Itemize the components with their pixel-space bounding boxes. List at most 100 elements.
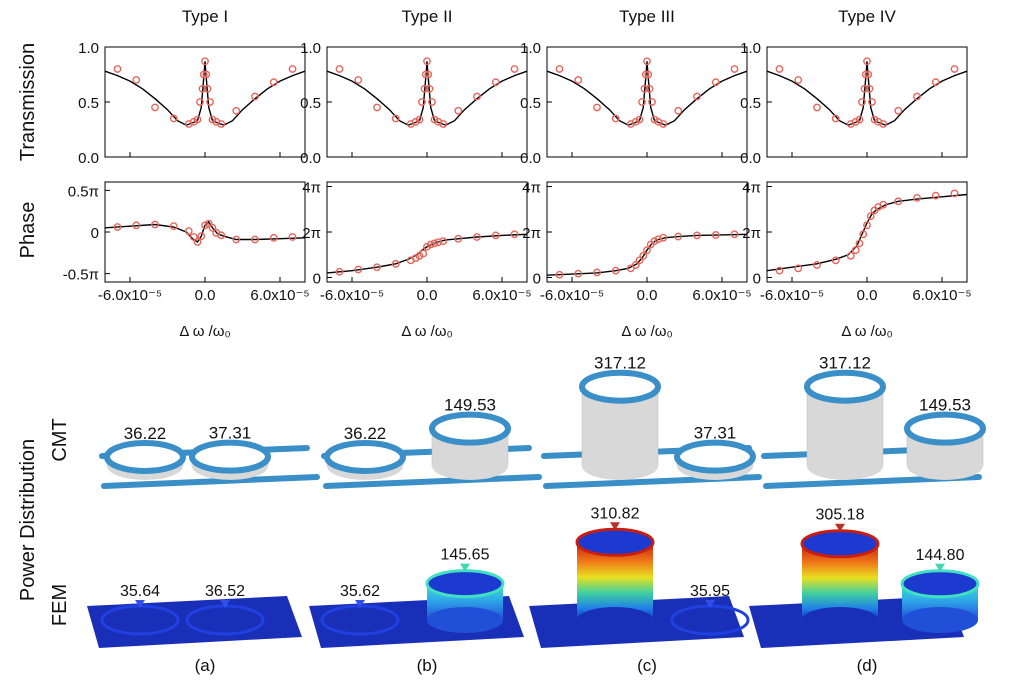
phase-data-point <box>851 246 860 255</box>
transmission-data-point <box>879 120 888 128</box>
phase-data-point <box>491 231 500 240</box>
phase-data-point <box>863 221 871 230</box>
phase-data-point <box>866 212 875 220</box>
cmt-value: 149.53 <box>444 396 496 415</box>
transmission-data-point <box>232 106 241 115</box>
panel-title: Type I <box>182 7 228 26</box>
panel-title: Type IV <box>838 7 896 26</box>
phase-data-point <box>132 221 141 230</box>
phase-ytick-label: 0 <box>753 270 761 287</box>
phase-data-point <box>208 223 217 232</box>
transmission-data-point <box>454 106 463 115</box>
cmt-value: 37.31 <box>209 424 252 443</box>
phase-data-point <box>730 230 739 239</box>
transmission-data-point <box>206 98 214 106</box>
transmission-data-point <box>863 57 871 66</box>
transmission-data-point <box>288 65 297 73</box>
transmission-data-point <box>950 65 959 73</box>
cmt-ring <box>429 411 511 446</box>
cmt-ring <box>904 411 986 446</box>
transmission-data-point <box>193 115 202 124</box>
phase-data-point <box>454 234 463 243</box>
phase-data-point <box>373 263 381 272</box>
transmission-data-point <box>775 65 784 73</box>
transmission-data-point <box>169 114 178 123</box>
phase-xtick-label: 0.0 <box>195 287 216 304</box>
phase-data-point <box>426 240 435 249</box>
phase-data-point <box>354 265 363 274</box>
waveguide-lower <box>101 474 320 489</box>
phase-data-point <box>913 194 921 202</box>
transmission-fit-line <box>104 61 306 126</box>
phase-data-point <box>879 200 888 209</box>
transmission-data-point <box>199 70 208 79</box>
phase-fit-line <box>766 193 968 272</box>
phase-data-point <box>711 231 720 239</box>
phase-data-point <box>419 249 428 258</box>
phase-data-point <box>193 238 202 246</box>
phase-ytick-label: 4π <box>522 180 541 197</box>
transmission-data-point <box>428 98 436 106</box>
transmission-data-point <box>473 92 481 101</box>
phase-data-point <box>643 246 651 255</box>
power-panel-3: 317.12 37.31 310.82 35.95 (c) <box>529 354 762 675</box>
phase-data-point <box>855 239 864 248</box>
transmission-data-point <box>860 84 869 93</box>
fem-marker <box>135 600 145 608</box>
phase-data-point <box>831 256 840 265</box>
transmission-data-point <box>693 92 701 101</box>
panel-d: Type IV 0.0 0.5 1.0 4π 2π 0-6.0x10⁻⁵ 0.0 6.0x10⁻… <box>740 7 971 340</box>
transmission-data-point <box>198 84 207 93</box>
phase-data-point <box>693 231 701 240</box>
cmt-ring <box>579 369 661 404</box>
transmission-ytick-label: 1.0 <box>78 40 99 57</box>
power-distribution-label: Power Distribution <box>17 439 39 601</box>
phase-data-point <box>859 230 868 239</box>
phase-data-point <box>201 221 209 230</box>
phase-data-point <box>335 267 344 276</box>
transmission-data-point <box>711 78 720 87</box>
transmission-data-point <box>491 78 500 87</box>
transmission-data-point <box>113 65 122 73</box>
fem-value: 145.65 <box>441 547 490 564</box>
transmission-data-point <box>202 70 211 79</box>
phase-data-point <box>189 233 198 241</box>
fem-label: FEM <box>49 584 71 626</box>
transmission-ytick-label: 0.0 <box>300 150 321 167</box>
panel-letter: (c) <box>637 656 657 675</box>
transmission-fit-line <box>546 61 748 126</box>
transmission-data-point <box>251 92 259 101</box>
fem-marker <box>835 523 845 532</box>
x-axis-label: Δ ω /ω₀ <box>179 323 230 340</box>
phase-data-point <box>555 270 564 279</box>
transmission-data-point <box>354 76 363 84</box>
transmission-data-point <box>641 70 650 79</box>
cmt-cylinder-base <box>432 452 508 480</box>
transmission-data-point <box>831 114 840 123</box>
cmt-value: 317.12 <box>819 354 871 373</box>
phase-data-point <box>654 235 663 244</box>
cmt-value: 317.12 <box>594 354 646 373</box>
transmission-data-point <box>868 98 876 106</box>
transmission-data-point <box>635 115 644 124</box>
transmission-ytick-label: 0.5 <box>740 95 761 112</box>
cmt-cylinder-base <box>582 452 658 480</box>
transmission-data-point <box>913 92 921 101</box>
power-panel-4: 317.12 149.53 305.18 144.80 (d) <box>749 354 986 675</box>
transmission-data-point <box>424 70 433 79</box>
panel-letter: (a) <box>195 656 216 675</box>
transmission-data-point <box>611 114 620 123</box>
cmt-value: 36.22 <box>124 424 167 443</box>
phase-data-point <box>439 237 448 245</box>
phase-ytick-label: 0 <box>313 270 321 287</box>
phase-ytick-label: -0.5π <box>63 267 99 284</box>
x-axis-label: Δ ω /ω₀ <box>621 323 672 340</box>
fem-value: 36.52 <box>205 583 245 600</box>
x-axis-label: Δ ω /ω₀ <box>841 323 892 340</box>
transmission-ytick-label: 0.0 <box>740 150 761 167</box>
phase-data-point <box>269 233 278 242</box>
phase-data-point <box>894 197 903 206</box>
phase-xtick-label: 6.0x10⁻⁵ <box>912 287 971 304</box>
cmt-cylinder-base <box>807 452 883 480</box>
transmission-data-point <box>861 70 870 79</box>
